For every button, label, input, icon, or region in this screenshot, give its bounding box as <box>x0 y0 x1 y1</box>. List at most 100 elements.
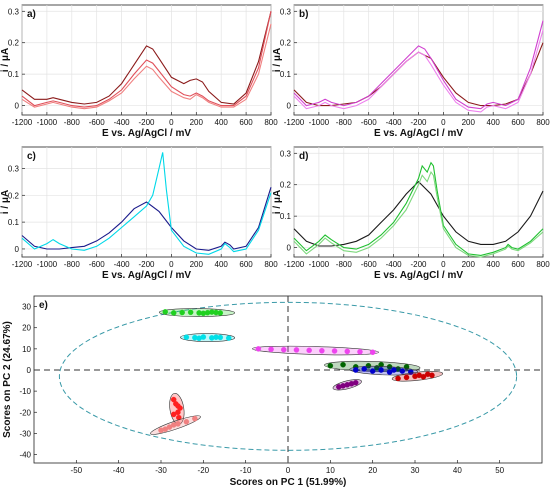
x-tick-label: 600 <box>239 118 253 127</box>
x-tick-label: 800 <box>264 260 278 269</box>
score-point <box>170 411 177 418</box>
score-point <box>352 379 359 386</box>
x-tick-label: -1000 <box>309 260 330 269</box>
x-tick-label: 600 <box>511 260 525 269</box>
score-point <box>391 367 397 373</box>
x-tick-label: 0 <box>441 118 446 127</box>
y-tick-label: -20 <box>19 408 31 417</box>
x-tick-label: -600 <box>361 118 378 127</box>
score-point <box>403 374 410 381</box>
y-tick-label: 0 <box>287 244 292 253</box>
score-point <box>429 372 435 379</box>
y-tick-label: 0.1 <box>280 212 292 221</box>
y-tick-label: 0 <box>15 102 20 111</box>
score-point <box>183 419 190 425</box>
y-tick-label: -30 <box>19 429 31 438</box>
y-tick-label: 0.1 <box>8 218 20 227</box>
x-tick-label: -1200 <box>12 118 33 127</box>
score-point <box>162 426 168 432</box>
x-tick-label: -800 <box>336 260 353 269</box>
x-axis-label: E vs. Ag/AgCl / mV <box>102 270 191 281</box>
panel-0: -1200 -1000 -800 -600 -400 -200 0 200 400 600 800 0… <box>0 4 278 139</box>
x-tick-label: -1200 <box>284 118 305 127</box>
x-tick-label: 10 <box>326 466 335 475</box>
score-point <box>213 334 219 340</box>
x-tick-label: 30 <box>411 466 420 475</box>
y-tick-label: 0.3 <box>8 7 20 16</box>
score-point <box>319 348 325 354</box>
y-tick-label: 0.1 <box>8 70 20 79</box>
score-point <box>225 335 232 341</box>
y-axis-label: i / μA <box>272 48 283 72</box>
score-point <box>365 363 372 369</box>
x-axis-label: E vs. Ag/AgCl / mV <box>374 128 463 139</box>
series-line <box>21 23 272 110</box>
x-axis-label: E vs. Ag/AgCl / mV <box>374 270 463 281</box>
y-axis-label: Scores on PC 2 (24.67%) <box>2 321 13 438</box>
y-tick-label: 0.2 <box>280 181 292 190</box>
x-tick-label: -600 <box>89 260 106 269</box>
x-tick-label: -400 <box>114 118 131 127</box>
x-tick-label: 0 <box>169 118 174 127</box>
x-tick-label: 400 <box>215 260 229 269</box>
x-tick-label: 0 <box>441 260 446 269</box>
x-tick-label: 40 <box>453 466 462 475</box>
x-axis-label: E vs. Ag/AgCl / mV <box>102 128 191 139</box>
y-tick-label: 10 <box>22 345 31 354</box>
x-tick-label: 400 <box>487 260 501 269</box>
x-tick-label: -200 <box>410 118 427 127</box>
y-tick-label: 30 <box>22 303 31 312</box>
score-point <box>179 309 185 316</box>
panel-3: -1200 -1000 -800 -600 -400 -200 0 200 400 600 800 0… <box>272 146 550 281</box>
series-line <box>293 29 544 113</box>
score-point <box>196 335 202 342</box>
x-tick-label: -800 <box>336 118 353 127</box>
score-point <box>369 368 376 374</box>
x-tick-label: -40 <box>113 466 125 475</box>
x-tick-label: 600 <box>511 118 525 127</box>
series-line <box>293 161 544 256</box>
x-tick-label: -1200 <box>284 260 305 269</box>
x-tick-label: -50 <box>71 466 83 475</box>
y-tick-label: 0.2 <box>8 191 20 200</box>
score-point <box>183 334 190 340</box>
x-tick-label: 400 <box>487 118 501 127</box>
score-point <box>293 347 300 353</box>
score-point <box>281 346 287 353</box>
y-axis-label: i / μA <box>0 190 11 214</box>
x-tick-label: 200 <box>462 260 476 269</box>
x-tick-label: 200 <box>462 118 476 127</box>
score-point <box>361 366 367 372</box>
x-tick-label: -800 <box>64 260 81 269</box>
y-tick-label: 0.3 <box>280 149 292 158</box>
y-tick-label: 0.2 <box>280 39 292 48</box>
y-tick-label: -10 <box>19 387 31 396</box>
panel-label: b) <box>299 9 308 20</box>
series-line <box>21 187 272 251</box>
x-tick-label: -400 <box>386 260 403 269</box>
score-point <box>408 369 414 375</box>
panel-2: -1200 -1000 -800 -600 -400 -200 0 200 400 600 800 0… <box>0 146 278 281</box>
y-tick-label: 0 <box>15 245 20 254</box>
x-tick-label: -1200 <box>12 260 33 269</box>
x-tick-label: 0 <box>169 260 174 269</box>
x-tick-label: -600 <box>89 118 106 127</box>
score-point <box>352 367 359 373</box>
series-line <box>21 11 272 105</box>
y-tick-label: -40 <box>19 451 31 460</box>
y-tick-label: 0.1 <box>280 70 292 79</box>
score-point <box>255 346 262 352</box>
x-tick-label: 50 <box>495 466 504 475</box>
x-tick-label: -200 <box>410 260 427 269</box>
score-point <box>170 422 177 428</box>
y-tick-label: 0 <box>287 102 292 111</box>
score-point <box>420 374 427 380</box>
panel-label: e) <box>39 300 48 311</box>
score-point <box>327 363 334 369</box>
x-tick-label: 200 <box>190 260 204 269</box>
series-line <box>293 170 544 258</box>
x-tick-label: 600 <box>239 260 253 269</box>
x-tick-label: 400 <box>215 118 229 127</box>
panel-label: d) <box>299 151 308 162</box>
